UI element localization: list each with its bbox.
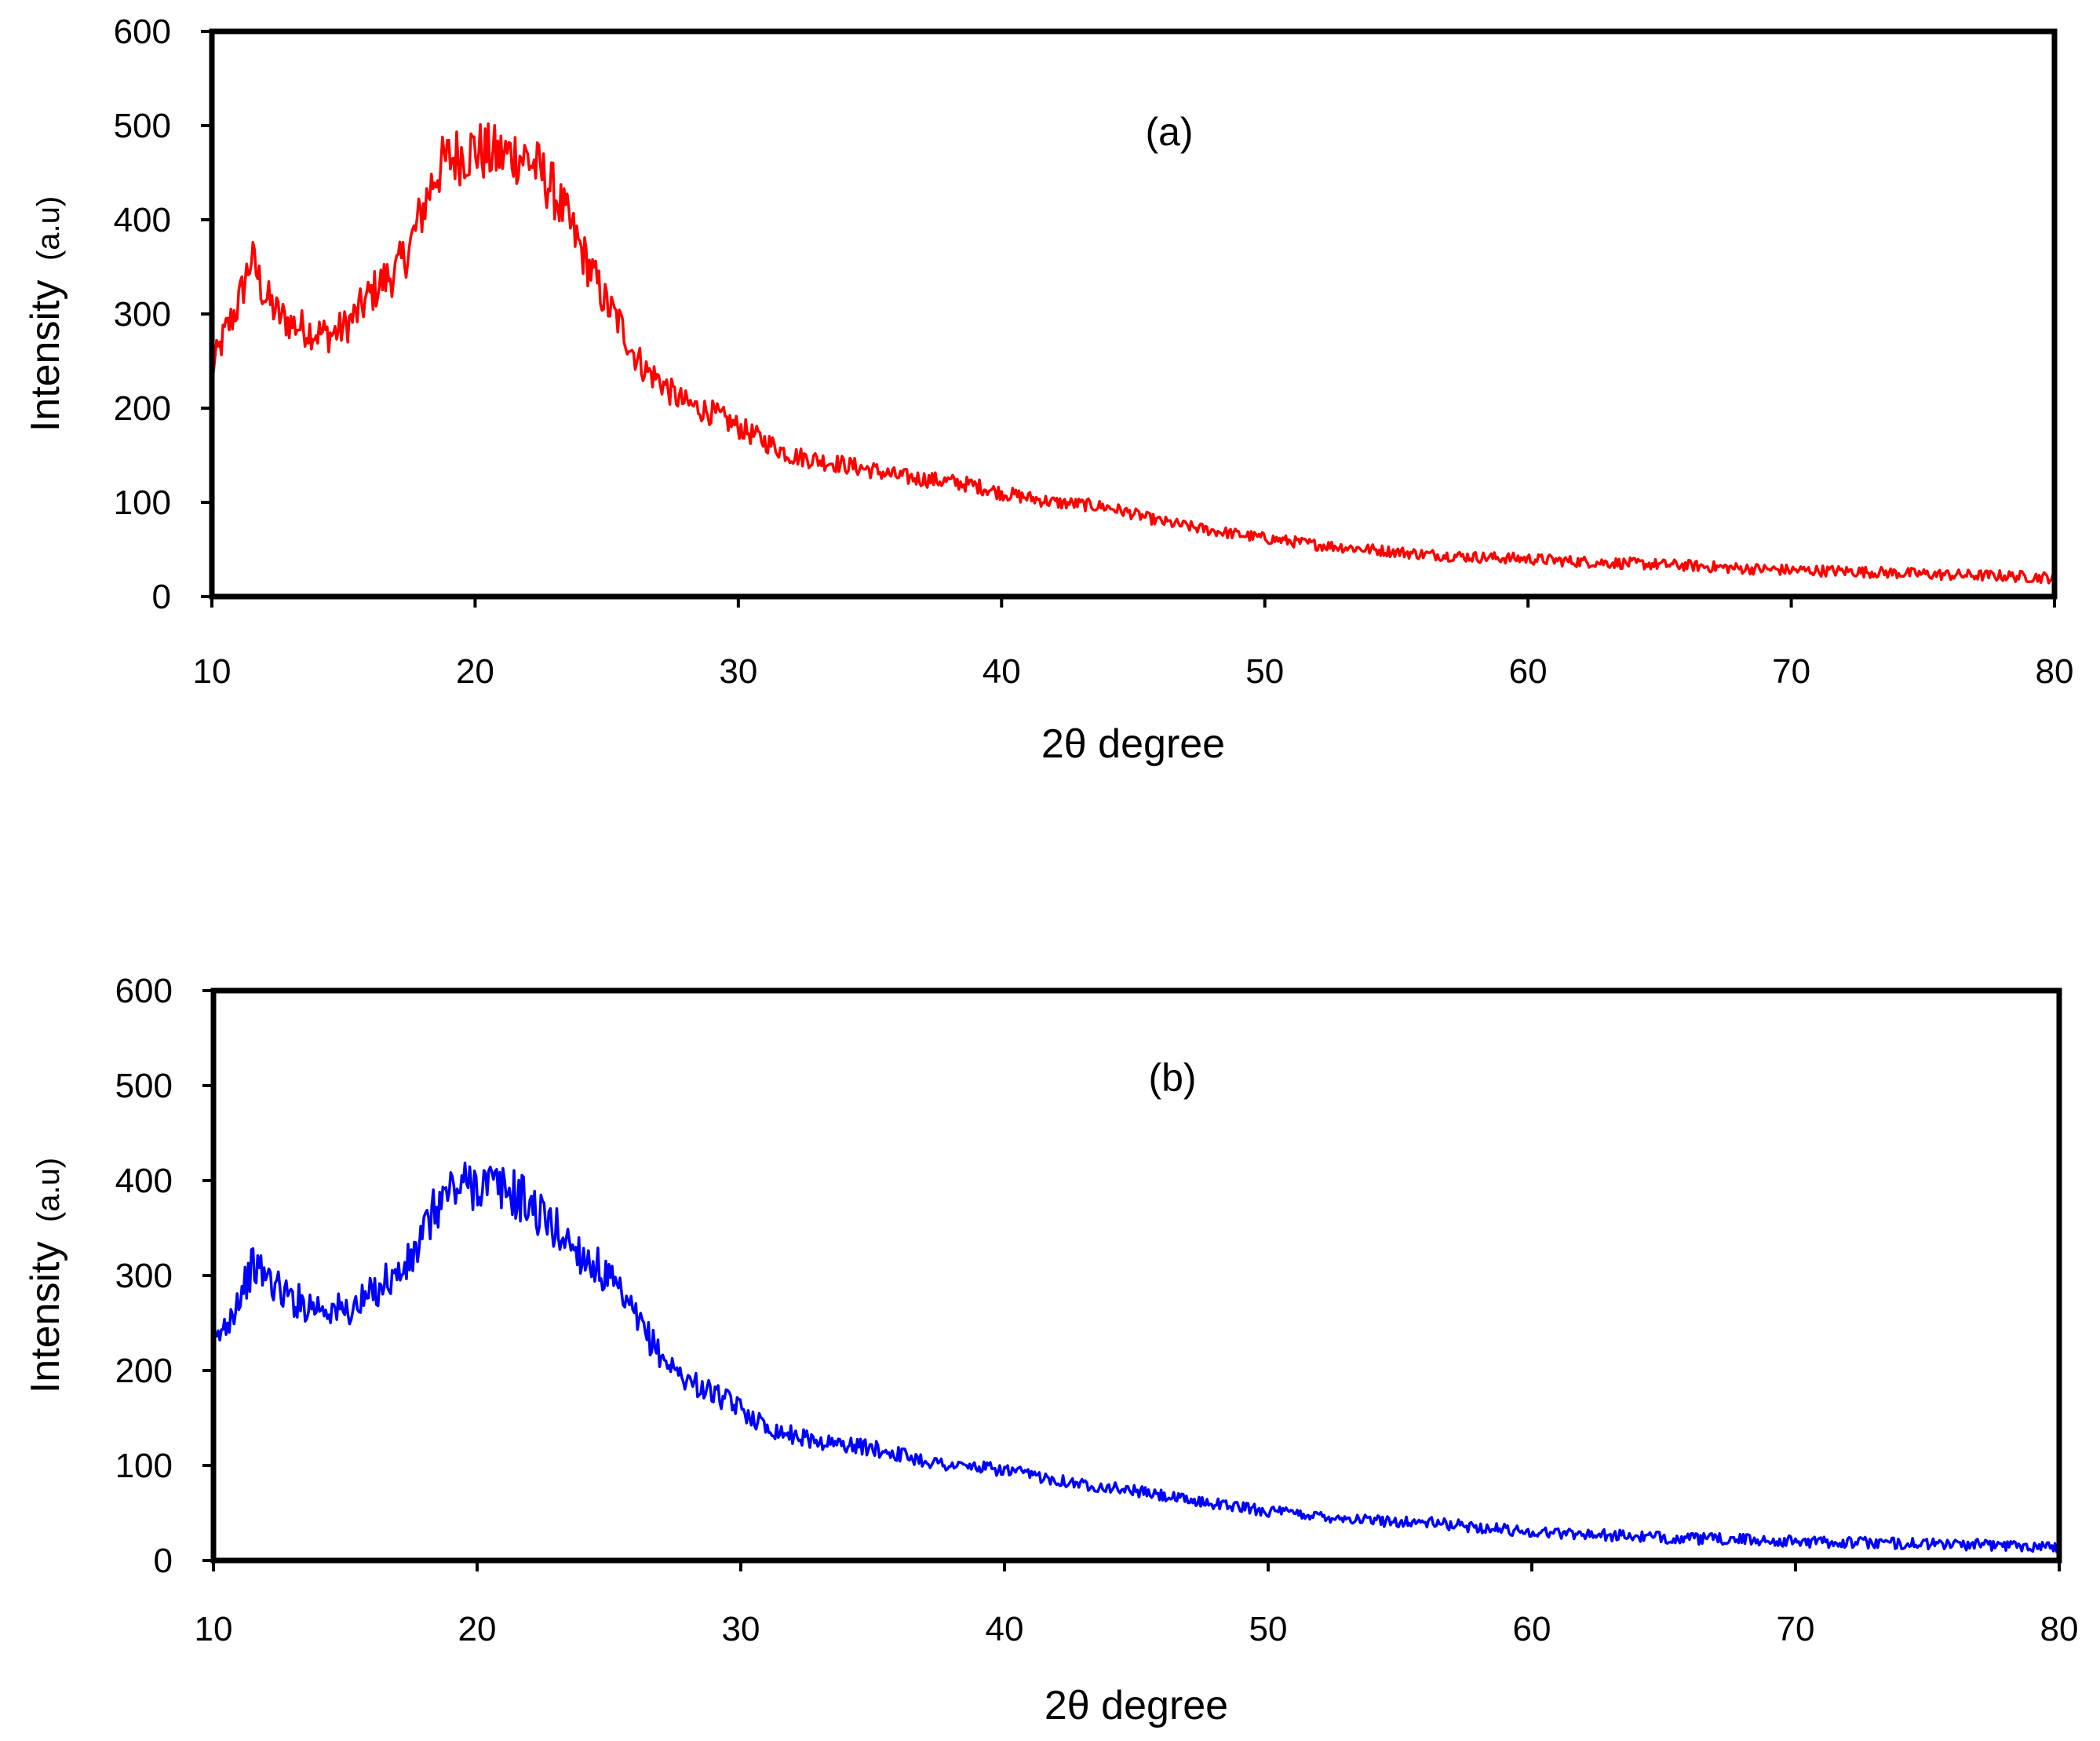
y-tick-label-a-4: 400 — [114, 201, 171, 239]
y-tick-label-a-2: 200 — [114, 389, 171, 428]
y-axis-title-unit-b: (a.u) — [31, 1158, 66, 1222]
x-tick-label-a-4: 50 — [1245, 652, 1284, 691]
x-tick-label-b-6: 70 — [1777, 1610, 1815, 1648]
x-tick-label-b-4: 50 — [1249, 1610, 1288, 1648]
x-tick-label-a-5: 60 — [1509, 652, 1548, 691]
y-tick-label-b-3: 300 — [115, 1257, 173, 1295]
x-tick-label-b-0: 10 — [195, 1610, 233, 1648]
chart-panel-a: 10 20 30 40 50 60 70 80 0 100 200 300 400 500 600 (a)… — [23, 13, 2073, 767]
x-tick-label-a-7: 80 — [2036, 652, 2074, 691]
panel-label-a: (a) — [1145, 110, 1193, 154]
plot-frame-b — [210, 987, 2062, 1564]
x-tick-label-a-3: 40 — [983, 652, 1021, 691]
y-tick-label-a-6: 600 — [114, 13, 171, 51]
y-tick-label-a-5: 500 — [114, 107, 171, 145]
y-tick-label-b-5: 500 — [115, 1067, 173, 1105]
x-tick-label-b-2: 30 — [722, 1610, 760, 1648]
y-tick-label-b-2: 200 — [115, 1352, 173, 1390]
y-axis-title-unit-a: (a.u) — [31, 196, 66, 261]
x-axis-title-a: 2θ degree — [1041, 721, 1225, 767]
y-axis-title-main-b: Intensity — [23, 1242, 68, 1394]
y-tick-label-b-6: 600 — [115, 972, 173, 1010]
x-tick-label-a-6: 70 — [1772, 652, 1810, 691]
x-axis-title-b: 2θ degree — [1045, 1683, 1228, 1728]
y-tick-label-b-4: 400 — [115, 1162, 173, 1200]
plot-frame-a — [209, 28, 2058, 600]
x-tick-label-a-0: 10 — [193, 652, 232, 691]
y-axis-title-main-a: Intensity — [23, 280, 68, 433]
y-tick-label-b-1: 100 — [115, 1447, 173, 1485]
x-tick-label-a-1: 20 — [456, 652, 494, 691]
x-tick-label-b-5: 60 — [1513, 1610, 1551, 1648]
x-tick-label-b-7: 80 — [2040, 1610, 2079, 1648]
y-tick-label-a-0: 0 — [152, 578, 171, 616]
y-axis-title-b: Intensity (a.u) — [23, 1158, 68, 1393]
x-tick-label-a-2: 30 — [719, 652, 757, 691]
y-axis-title-a: Intensity (a.u) — [23, 196, 68, 432]
y-tick-label-b-0: 0 — [154, 1542, 173, 1580]
chart-panel-b: 10 20 30 40 50 60 70 80 0 100 200 300 400 500 600 (b)… — [23, 972, 2078, 1728]
y-tick-label-a-3: 300 — [114, 295, 171, 334]
y-tick-label-a-1: 100 — [114, 484, 171, 522]
panel-label-b: (b) — [1148, 1056, 1196, 1100]
series-line-a — [210, 122, 2055, 585]
x-tick-label-b-3: 40 — [986, 1610, 1024, 1648]
x-tick-label-b-1: 20 — [458, 1610, 497, 1648]
series-line-b — [213, 1161, 2060, 1553]
